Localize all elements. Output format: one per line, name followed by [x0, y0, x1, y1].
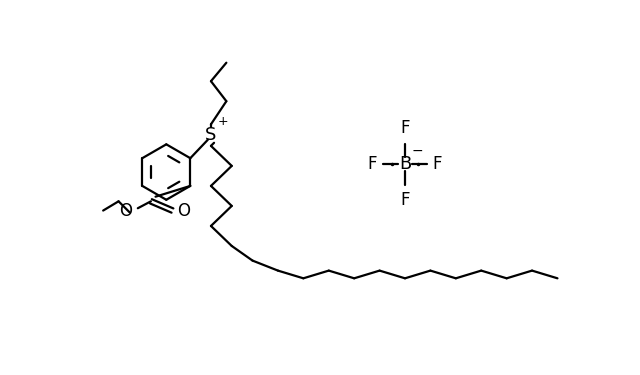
Text: +: + — [218, 115, 228, 128]
Text: O: O — [118, 201, 132, 219]
Text: F: F — [368, 155, 378, 173]
Text: F: F — [433, 155, 442, 173]
Text: B: B — [399, 155, 411, 173]
Text: O: O — [177, 202, 190, 220]
Text: S: S — [205, 126, 217, 144]
Text: F: F — [400, 119, 410, 137]
Text: −: − — [412, 144, 424, 158]
Text: F: F — [400, 191, 410, 209]
